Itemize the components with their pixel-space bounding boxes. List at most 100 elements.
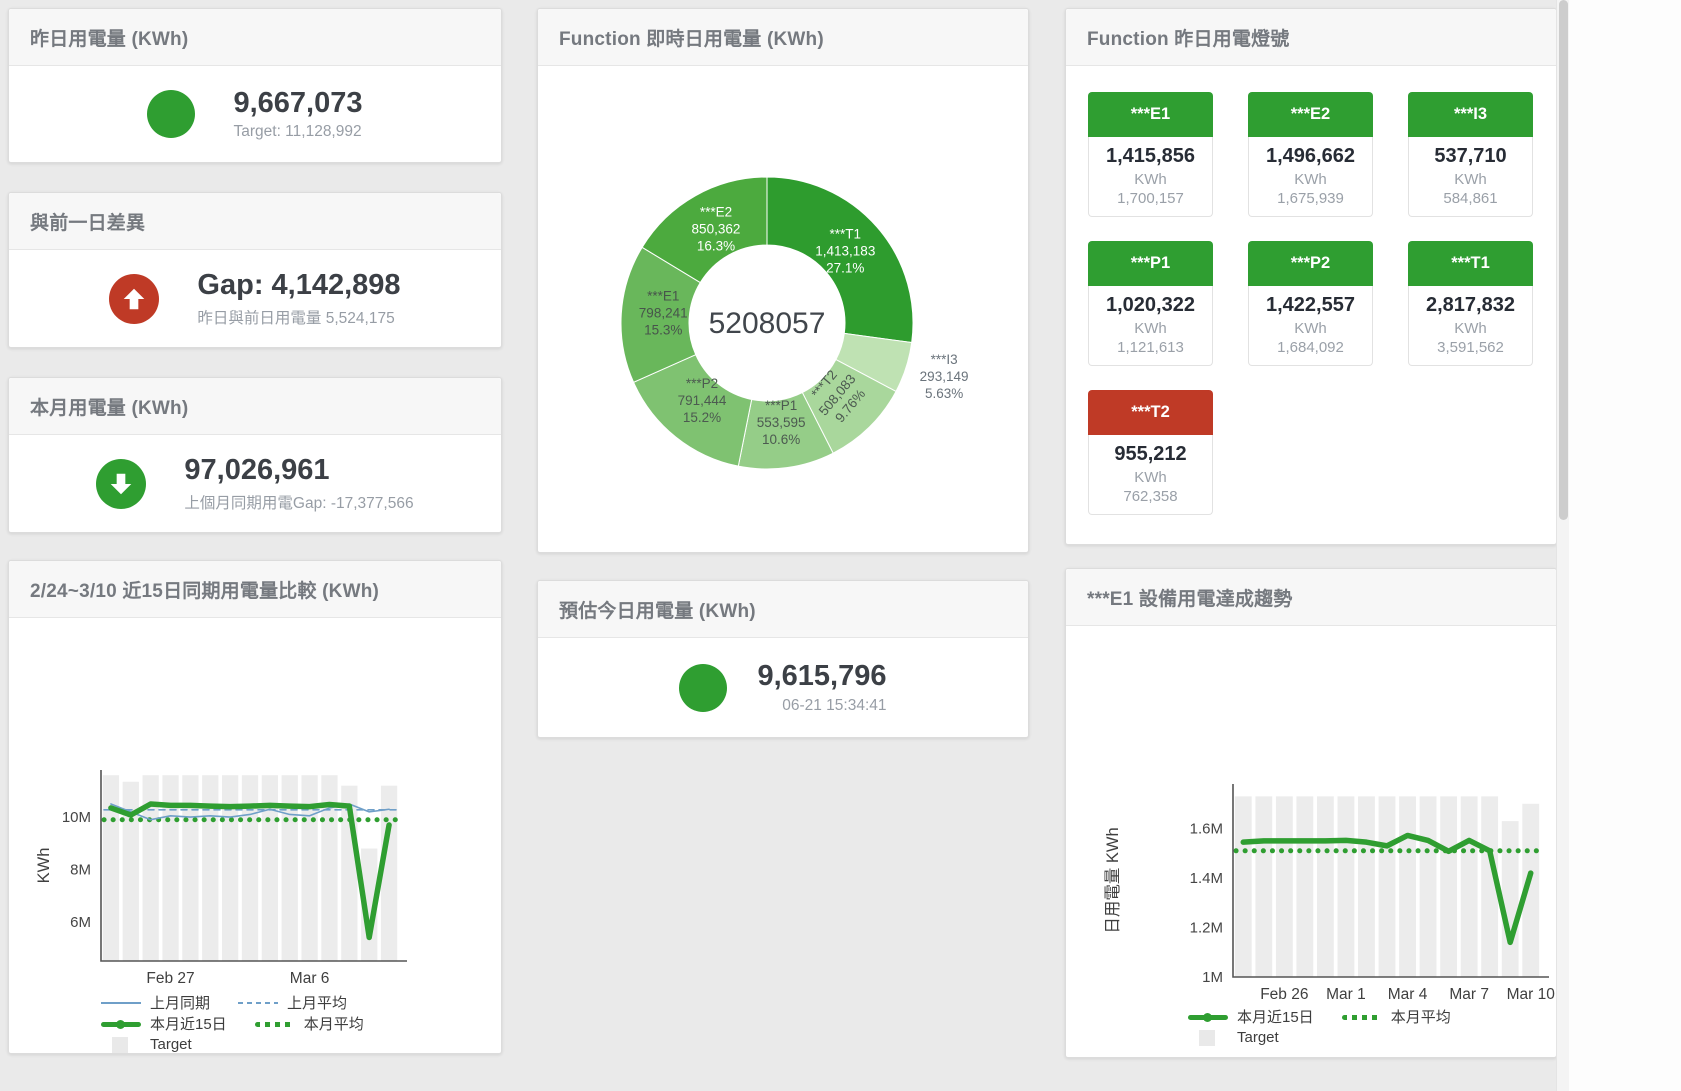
legend-item-本月近15日[interactable]: 本月近15日 [1188,1006,1314,1027]
legend-item-本月近15日[interactable]: 本月近15日 [101,1013,227,1034]
series-本月近15日[interactable] [1240,832,1534,946]
panel-15day-compare-header[interactable]: 2/24~3/10 近15日同期用電量比較 (KWh) [9,561,501,618]
panel-month-usage: 本月用電量 (KWh) 97,026,961 上個月同期用電Gap: -17,3… [8,377,502,533]
svg-text:1,413,183: 1,413,183 [815,244,875,259]
legend-label: Target [1237,1029,1279,1046]
panel-function-lights-header[interactable]: Function 昨日用電燈號 [1066,9,1556,66]
legend-label: Target [150,1036,192,1053]
tile-body: 2,817,832 KWh 3,591,562 [1408,286,1533,366]
blue-dash-marker-icon [238,995,279,1011]
legend-label: 本月近15日 [1237,1009,1314,1026]
trend-legend: 本月近15日 本月平均 Target [1066,1006,1556,1048]
tile-target: 1,700,157 [1117,190,1184,207]
svg-text:***E2: ***E2 [700,204,732,219]
donut-slice-E2[interactable] [641,176,768,284]
compare-legend: 上月同期 上月平均 本月近15日 本月平均 Target [9,992,501,1053]
tile-status-header: ***T2 [1088,390,1213,435]
donut-slice-T1[interactable] [766,176,914,344]
yesterday-target: Target: 11,128,992 [233,123,362,141]
tile-body: 1,020,322 KWh 1,121,613 [1088,286,1213,366]
svg-text:15.2%: 15.2% [683,410,721,425]
x-tick-label: Mar 7 [1449,986,1489,1003]
panel-e1-trend-header[interactable]: ***E1 設備用電達成趨勢 [1066,569,1556,626]
svg-text:16.3%: 16.3% [697,238,735,253]
light-tile-P1: ***P1 1,020,322 KWh 1,121,613 [1088,241,1213,366]
legend-label: 上月同期 [150,995,211,1012]
tile-status-header: ***I3 [1408,92,1533,137]
tile-value: 1,496,662 [1266,145,1355,167]
x-tick-label: Mar 4 [1388,986,1428,1003]
donut-chart-area: ***T1 1,413,183 27.1% ***I3 293,149 5.63% ***T… [538,66,1028,552]
legend-row: 本月近15日 本月平均 [1188,1006,1556,1027]
panel-function-realtime-header[interactable]: Function 即時日用電量 (KWh) [538,9,1028,66]
tile-status-header: ***P2 [1248,241,1373,286]
x-tick-label: Feb 26 [1260,986,1308,1003]
legend-item-本月平均[interactable]: 本月平均 [254,1013,364,1034]
panel-estimate-today: 預估今日用電量 (KWh) 9,615,796 06-21 15:34:41 [537,580,1029,738]
legend-item-Target[interactable]: Target [101,1036,192,1053]
legend-item-本月平均[interactable]: 本月平均 [1341,1006,1451,1027]
panel-yesterday-header[interactable]: 昨日用電量 (KWh) [9,9,501,66]
y-tick-label: 1.4M [1190,870,1223,887]
light-tile-T2: ***T2 955,212 KWh 762,358 [1088,390,1213,515]
svg-text:***P2: ***P2 [686,376,718,391]
series-本月近15日[interactable] [108,801,392,941]
svg-text:293,149: 293,149 [920,369,969,384]
function-usage-donut-chart[interactable]: ***T1 1,413,183 27.1% ***I3 293,149 5.63% ***T… [538,66,1028,552]
light-tile-I3: ***I3 537,710 KWh 584,861 [1408,92,1533,217]
tile-unit: KWh [1134,469,1167,486]
tile-unit: KWh [1134,320,1167,337]
scrollbar-thumb[interactable] [1559,0,1568,520]
tile-target: 1,684,092 [1277,339,1344,356]
arrow-up-icon [109,273,160,324]
function-light-tiles: ***E1 1,415,856 KWh 1,700,157 ***E2 1,496,662… [1066,66,1556,515]
vertical-scrollbar[interactable] [1556,0,1570,1091]
legend-label: 本月近15日 [150,1016,227,1033]
chart-axes [100,770,407,962]
tile-body: 537,710 KWh 584,861 [1408,137,1533,217]
tile-body: 1,422,557 KWh 1,684,092 [1248,286,1373,366]
panel-estimate-today-title: 預估今日用電量 (KWh) [559,600,756,622]
donut-center-total: 5208057 [709,307,826,340]
tile-body: 955,212 KWh 762,358 [1088,435,1213,515]
legend-label: 本月平均 [303,1016,364,1033]
month-usage-stat: 97,026,961 上個月同期用電Gap: -17,377,566 [9,435,501,532]
panel-estimate-today-header[interactable]: 預估今日用電量 (KWh) [538,581,1028,638]
y-tick-label: 1.2M [1190,920,1223,937]
legend-item-Target[interactable]: Target [1188,1029,1279,1046]
legend-item-上月同期[interactable]: 上月同期 [101,992,210,1013]
tile-unit: KWh [1134,171,1167,188]
estimate-timestamp: 06-21 15:34:41 [782,696,887,714]
panel-day-gap: 與前一日差異 Gap: 4,142,898 昨日與前日用電量 5,524,175 [8,192,502,348]
tile-value: 537,710 [1434,145,1507,167]
legend-item-上月平均[interactable]: 上月平均 [238,992,347,1013]
svg-text:10.6%: 10.6% [762,432,800,447]
panel-month-usage-header[interactable]: 本月用電量 (KWh) [9,378,501,435]
donut-label-P1: ***P1 553,595 10.6% [757,398,806,447]
svg-text:15.3%: 15.3% [644,322,682,337]
donut-label-T1: ***T1 1,413,183 27.1% [815,227,875,276]
panel-month-usage-title: 本月用電量 (KWh) [30,397,189,419]
day-gap-stat: Gap: 4,142,898 昨日與前日用電量 5,524,175 [9,250,501,347]
svg-text:27.1%: 27.1% [826,261,864,276]
y-axis-label: 日用電量 KWh [1104,827,1122,933]
donut-label-P2: ***P2 791,444 15.2% [678,376,727,425]
x-tick-label: Mar 10 [1507,986,1556,1003]
series-Target[interactable] [1234,796,1540,977]
svg-text:5.63%: 5.63% [925,386,963,401]
panel-day-gap-title: 與前一日差異 [30,212,146,234]
e1-trend-chart[interactable]: 1M 1.2M 1.4M 1.6M Feb 26 Mar 1 Mar 4 Mar 7 Mar 1… [1066,626,1556,1004]
tile-status-header: ***P1 [1088,241,1213,286]
compare-chart[interactable]: 6M 8M 10M Feb 27 Mar 6 KWh [9,618,501,990]
tile-value: 955,212 [1114,443,1187,465]
panel-day-gap-header[interactable]: 與前一日差異 [9,193,501,250]
tile-value: 1,020,322 [1106,294,1195,316]
day-gap-value: Gap: 4,142,898 [197,269,401,302]
tile-target: 1,675,939 [1277,190,1344,207]
tile-target: 1,121,613 [1117,339,1184,356]
x-tick-label: Mar 6 [290,970,330,987]
panel-15day-compare-title: 2/24~3/10 近15日同期用電量比較 (KWh) [30,580,380,602]
blue-line-marker-icon [101,995,141,1011]
tile-value: 1,415,856 [1106,145,1195,167]
